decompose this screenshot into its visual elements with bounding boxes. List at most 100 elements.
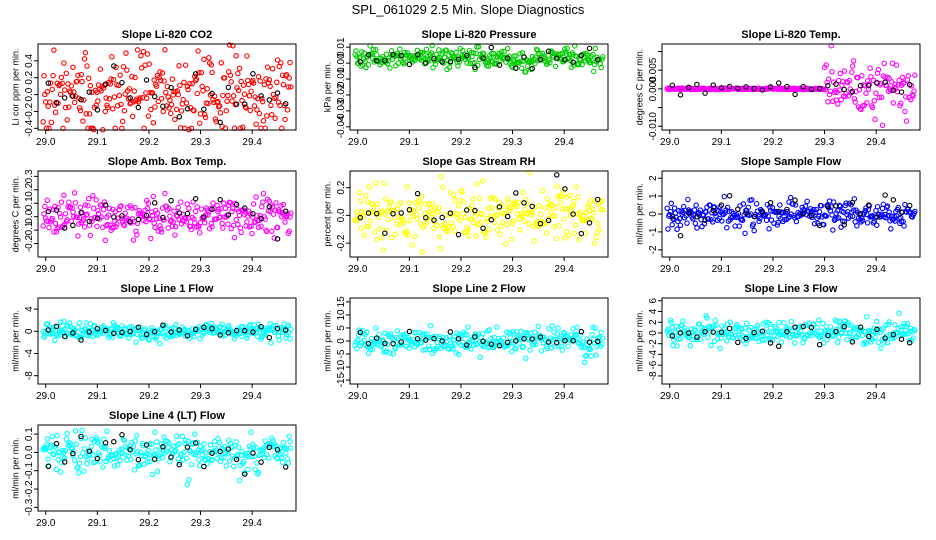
data-point (589, 331, 595, 338)
data-point (354, 345, 360, 352)
data-point (172, 223, 179, 230)
data-point (201, 220, 208, 226)
data-point (205, 100, 211, 107)
data-point (886, 319, 892, 325)
y-axis-label: kPa per min. (322, 62, 332, 113)
data-point (820, 320, 826, 327)
data-point (109, 54, 115, 60)
data-point (865, 86, 872, 92)
selected-point (151, 456, 158, 462)
panel-10: Slope Line 4 (LT) Flow ml/min per min. 29.… (10, 410, 297, 529)
data-point (876, 94, 882, 101)
data-point (759, 337, 766, 344)
data-point (460, 210, 466, 217)
data-point (910, 335, 916, 341)
data-point (846, 77, 853, 84)
y-tick-label: 4 (648, 308, 659, 314)
data-point (73, 441, 80, 448)
data-point (859, 72, 865, 79)
data-point (499, 210, 505, 217)
data-point (666, 332, 672, 339)
selected-point (111, 63, 117, 69)
x-tick-label: 29.1 (712, 391, 732, 402)
selected-point (382, 230, 388, 236)
data-point (269, 435, 275, 441)
selected-point (849, 88, 856, 95)
panel-8: Slope Line 2 Flow ml/min per min. 29.0 29.1… (322, 283, 609, 402)
data-point (692, 327, 699, 334)
selected-point (225, 446, 232, 452)
data-point (407, 217, 413, 224)
data-point (405, 232, 411, 238)
data-point (436, 333, 443, 340)
data-point (148, 441, 155, 448)
data-point (503, 241, 509, 247)
x-tick-label: 29.4 (866, 137, 886, 148)
data-point (90, 452, 96, 458)
data-point (51, 47, 57, 53)
data-point (166, 105, 172, 111)
data-point (854, 223, 860, 229)
data-point (665, 226, 671, 232)
data-point (701, 325, 708, 332)
data-point (110, 76, 117, 83)
data-point (784, 208, 791, 215)
data-point (902, 94, 909, 100)
selected-point (151, 200, 158, 206)
data-point (591, 240, 598, 247)
plot-frame (661, 43, 921, 131)
data-point (523, 355, 529, 362)
selected-point (192, 440, 199, 446)
data-point (401, 220, 407, 226)
data-point (547, 59, 553, 66)
selected-point (841, 323, 847, 330)
selected-point (562, 56, 568, 63)
data-point (134, 47, 141, 53)
x-tick-label: 29.2 (451, 137, 471, 148)
selected-point (225, 212, 232, 218)
data-point (264, 113, 270, 119)
data-point (236, 477, 243, 484)
selected-point (250, 211, 256, 217)
x-tick-label: 29.4 (866, 391, 886, 402)
data-point (885, 212, 892, 219)
selected-point (800, 84, 807, 90)
selected-point (414, 190, 421, 197)
data-point (527, 169, 533, 176)
data-point (185, 86, 191, 93)
data-point (565, 343, 571, 350)
data-point (216, 103, 223, 109)
selected-point (775, 343, 782, 350)
y-tick-label: 4 (24, 306, 35, 312)
selected-point (521, 336, 527, 342)
data-point (527, 347, 533, 353)
data-point (235, 70, 241, 77)
y-tick-label: -0.3 (24, 498, 35, 516)
data-point (268, 340, 274, 346)
data-point (79, 78, 85, 85)
data-point (572, 222, 579, 229)
data-point (864, 313, 870, 320)
selected-point (743, 335, 749, 342)
selected-point (53, 323, 60, 330)
data-point (719, 218, 725, 224)
y-tick-label: 0.4 (24, 53, 35, 67)
data-point (664, 205, 670, 211)
panel-title: Slope Li-820 Temp. (741, 29, 840, 41)
data-point (904, 77, 911, 83)
data-point (738, 216, 745, 223)
x-tick-label: 29.0 (348, 137, 368, 148)
selected-point (151, 93, 158, 100)
data-point (756, 218, 762, 225)
data-point (752, 335, 758, 341)
data-point (274, 79, 280, 85)
y-tick-label: 5 (336, 325, 347, 331)
data-point (825, 99, 831, 105)
selected-point (800, 210, 807, 217)
data-point (227, 72, 234, 79)
data-point (47, 80, 54, 86)
data-point (426, 343, 432, 349)
selected-point (201, 463, 207, 470)
data-point (58, 199, 65, 205)
selected-point (496, 204, 503, 210)
